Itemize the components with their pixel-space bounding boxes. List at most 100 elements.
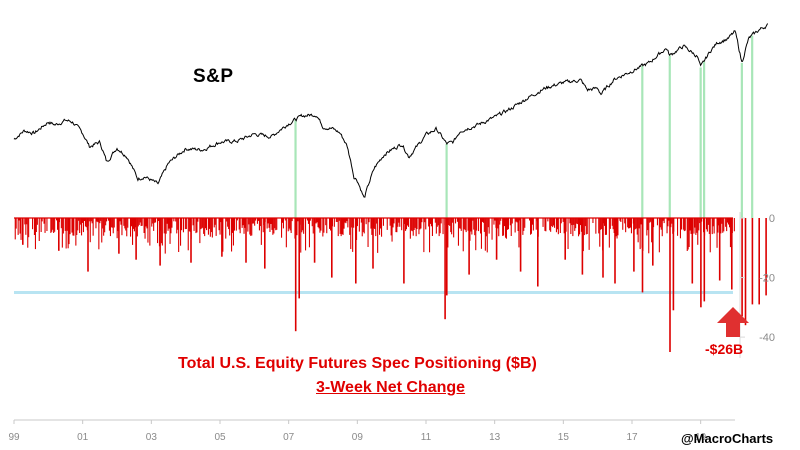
positioning-bar — [630, 218, 632, 234]
positioning-bar — [173, 218, 175, 222]
positioning-bar — [126, 218, 128, 237]
positioning-bar — [484, 218, 486, 251]
positioning-bar — [25, 218, 27, 235]
positioning-bar — [247, 218, 249, 232]
positioning-bar-major — [633, 218, 635, 272]
positioning-bar — [448, 218, 450, 225]
x-tick-label: 03 — [146, 432, 158, 443]
sp-index-label: S&P — [193, 66, 234, 87]
positioning-bar — [585, 218, 587, 235]
positioning-bar — [414, 218, 416, 228]
positioning-bar — [637, 218, 639, 243]
positioning-bar — [309, 218, 311, 221]
positioning-bar — [92, 218, 94, 236]
positioning-bar — [572, 218, 574, 237]
positioning-bar — [578, 218, 580, 237]
positioning-bar — [706, 218, 708, 232]
positioning-bar-major — [744, 218, 747, 326]
positioning-bar — [434, 218, 436, 223]
positioning-bar — [507, 218, 509, 230]
positioning-bar — [565, 218, 567, 232]
positioning-bar — [281, 218, 283, 238]
positioning-bar — [267, 218, 269, 224]
positioning-bar — [269, 218, 271, 232]
positioning-bar — [168, 218, 170, 229]
positioning-bar — [514, 218, 516, 233]
positioning-bar — [116, 218, 118, 239]
positioning-bar — [416, 218, 418, 229]
positioning-bar — [105, 218, 107, 226]
positioning-bar — [202, 218, 204, 228]
positioning-bar — [629, 218, 631, 229]
positioning-bar — [151, 218, 153, 227]
positioning-bar — [215, 218, 217, 236]
positioning-bar — [604, 218, 606, 235]
positioning-bar — [239, 218, 241, 234]
positioning-bar — [43, 218, 45, 224]
positioning-bar — [104, 218, 106, 233]
positioning-bar — [579, 218, 581, 235]
positioning-bar — [249, 218, 251, 235]
positioning-bar — [75, 218, 77, 246]
positioning-bar — [500, 218, 502, 221]
positioning-bar — [371, 218, 373, 235]
positioning-bar — [161, 218, 163, 246]
positioning-bar-major — [331, 218, 333, 278]
positioning-bar — [629, 218, 631, 228]
positioning-bar — [547, 218, 549, 222]
positioning-bar — [98, 218, 100, 250]
positioning-bar — [41, 218, 43, 222]
positioning-bar — [588, 218, 590, 250]
positioning-bar — [342, 218, 344, 235]
positioning-bar — [529, 218, 531, 221]
positioning-bar — [471, 218, 473, 235]
positioning-bar — [356, 218, 358, 227]
positioning-bar — [727, 218, 729, 223]
positioning-bar — [218, 218, 220, 231]
positioning-bar — [515, 218, 517, 222]
positioning-bar — [251, 218, 253, 236]
positioning-bar — [686, 218, 688, 251]
positioning-bar — [531, 218, 533, 225]
positioning-bar — [322, 218, 324, 237]
positioning-bar — [193, 218, 195, 231]
positioning-bar — [266, 218, 268, 229]
positioning-bar — [256, 218, 258, 224]
positioning-bar — [15, 218, 17, 229]
positioning-bar — [154, 218, 156, 223]
positioning-bar — [542, 218, 544, 227]
positioning-bar — [209, 218, 211, 237]
positioning-bar — [493, 218, 495, 225]
positioning-bar — [604, 218, 606, 226]
positioning-bar — [373, 218, 375, 229]
positioning-bar — [127, 218, 129, 228]
positioning-bar — [176, 218, 178, 234]
positioning-bar — [255, 218, 257, 221]
y-tick-label: -20 — [759, 273, 775, 285]
positioning-bar — [393, 218, 395, 224]
positioning-bar — [660, 218, 662, 230]
positioning-bar — [303, 218, 305, 234]
positioning-bar — [352, 218, 354, 252]
positioning-bar — [291, 218, 293, 222]
positioning-bar — [102, 218, 104, 229]
positioning-bar — [111, 218, 113, 228]
positioning-bar — [374, 218, 376, 229]
positioning-bar — [666, 218, 668, 234]
x-tick-label: 99 — [8, 432, 20, 443]
positioning-bar-major — [118, 218, 120, 254]
positioning-bar — [175, 218, 177, 222]
positioning-bar — [171, 218, 173, 228]
positioning-bar — [351, 218, 353, 228]
positioning-bar — [463, 218, 465, 230]
positioning-bar — [192, 218, 194, 226]
positioning-bar — [83, 218, 85, 221]
positioning-bar — [442, 218, 444, 235]
positioning-bar-major — [444, 218, 446, 320]
positioning-bar — [169, 218, 171, 244]
positioning-bar — [459, 218, 461, 229]
positioning-bar — [353, 218, 355, 228]
positioning-bar — [627, 218, 629, 228]
positioning-bar — [252, 218, 254, 224]
positioning-bar — [707, 218, 709, 225]
